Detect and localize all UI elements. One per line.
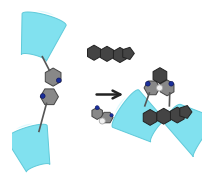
Polygon shape [157, 108, 171, 124]
Polygon shape [101, 112, 113, 123]
Polygon shape [160, 80, 174, 96]
Polygon shape [45, 68, 61, 86]
Polygon shape [115, 97, 126, 112]
Polygon shape [170, 107, 184, 123]
Ellipse shape [156, 85, 163, 91]
Polygon shape [37, 11, 55, 15]
Ellipse shape [40, 94, 45, 98]
Polygon shape [92, 107, 103, 119]
Polygon shape [165, 104, 214, 157]
Polygon shape [40, 89, 58, 105]
Polygon shape [165, 107, 171, 116]
Polygon shape [100, 46, 114, 61]
Polygon shape [144, 81, 160, 95]
Polygon shape [112, 90, 166, 142]
Polygon shape [113, 47, 126, 63]
Polygon shape [153, 68, 167, 84]
Ellipse shape [56, 78, 61, 83]
Polygon shape [21, 12, 66, 61]
Polygon shape [180, 105, 192, 118]
Polygon shape [88, 45, 101, 60]
Ellipse shape [169, 81, 174, 86]
Polygon shape [6, 124, 50, 172]
Ellipse shape [146, 81, 150, 86]
Polygon shape [16, 124, 33, 129]
Polygon shape [123, 47, 134, 60]
Ellipse shape [95, 106, 99, 110]
Ellipse shape [110, 114, 113, 117]
Polygon shape [143, 109, 157, 125]
Ellipse shape [99, 118, 105, 124]
